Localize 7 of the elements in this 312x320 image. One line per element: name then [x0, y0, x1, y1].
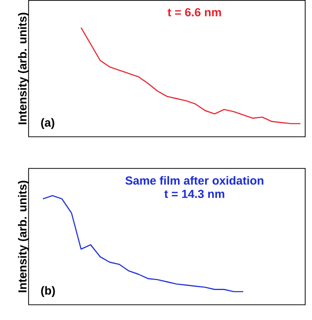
text: t = 6.6 nm [168, 8, 222, 16]
y-axis-title: Intensity (arb. units) [18, 180, 30, 292]
y-axis-title: Intensity (arb. units) [18, 12, 30, 124]
annotation: (b) [41, 286, 56, 298]
text: Same film after oxidation [126, 176, 264, 185]
annotation: t = 14.3 nm [164, 190, 224, 198]
annotation: (a) [41, 118, 54, 130]
